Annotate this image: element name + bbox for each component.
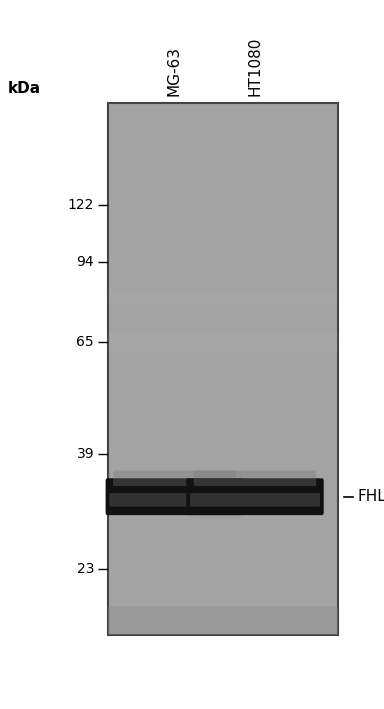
Text: 122: 122 xyxy=(68,198,94,212)
Bar xyxy=(108,103,338,635)
Bar xyxy=(108,333,338,351)
Bar xyxy=(108,606,338,635)
Text: 39: 39 xyxy=(76,447,94,461)
Text: 94: 94 xyxy=(76,255,94,269)
FancyBboxPatch shape xyxy=(186,479,324,515)
Text: FHL2: FHL2 xyxy=(357,489,384,504)
FancyBboxPatch shape xyxy=(190,493,320,507)
FancyBboxPatch shape xyxy=(113,471,235,486)
FancyBboxPatch shape xyxy=(194,471,316,486)
FancyBboxPatch shape xyxy=(109,493,239,507)
Text: 23: 23 xyxy=(76,562,94,576)
Text: kDa: kDa xyxy=(8,81,41,96)
Text: MG-63: MG-63 xyxy=(167,45,182,96)
Bar xyxy=(108,290,338,304)
Text: HT1080: HT1080 xyxy=(247,36,263,96)
FancyBboxPatch shape xyxy=(106,479,243,515)
Text: 65: 65 xyxy=(76,335,94,350)
